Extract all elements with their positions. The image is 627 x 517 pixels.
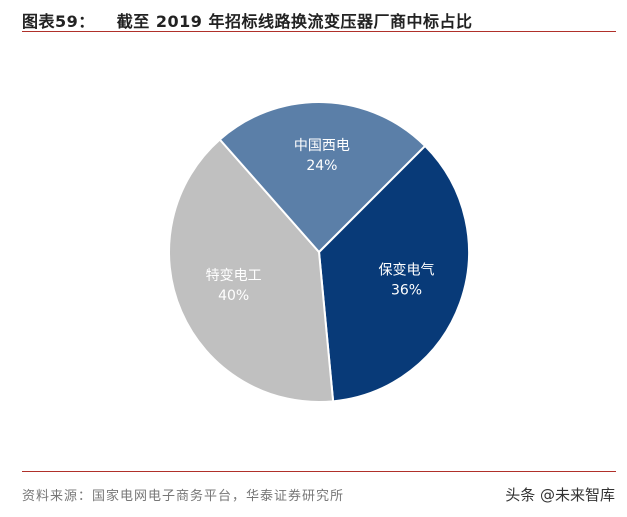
- watermark: 头条 @未来智库: [505, 486, 615, 504]
- title-text: 截至 2019 年招标线路换流变压器厂商中标占比: [116, 12, 473, 31]
- slice-label: 保变电气: [379, 263, 435, 279]
- chart-title: 图表59： 截至 2019 年招标线路换流变压器厂商中标占比: [22, 8, 472, 32]
- slice-value: 40%: [218, 288, 249, 304]
- source-note: 资料来源：国家电网电子商务平台，华泰证券研究所: [22, 489, 345, 504]
- slice-label: 中国西电: [294, 138, 350, 154]
- pie-slice: [218, 101, 427, 254]
- slice-label: 特变电工: [206, 268, 262, 284]
- figure-label: 图表59：: [22, 12, 95, 31]
- pie-slice: [317, 144, 470, 403]
- pie-slice: [168, 138, 335, 403]
- slice-value: 24%: [306, 158, 337, 174]
- slice-value: 36%: [391, 283, 422, 299]
- title-divider: [22, 31, 616, 32]
- footer-divider: [22, 471, 616, 472]
